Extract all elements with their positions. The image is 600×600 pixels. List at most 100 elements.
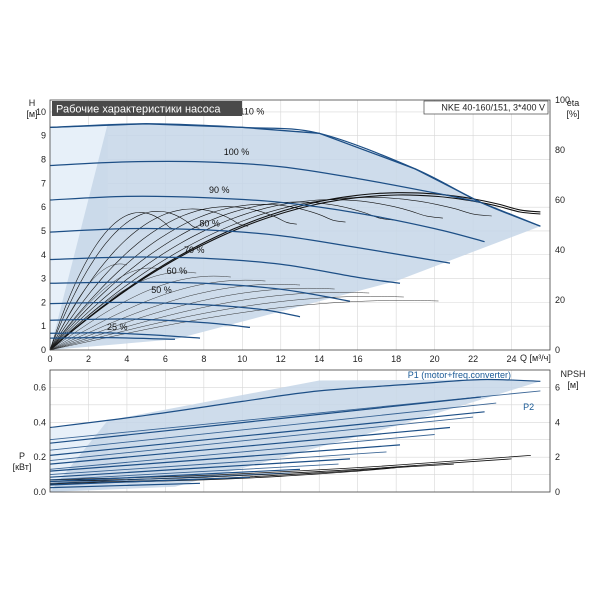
p1-curve — [49, 426, 451, 465]
npsh-tick-label: 6 — [555, 382, 560, 392]
p2-curve — [49, 402, 497, 451]
power-plot-frame — [49, 369, 551, 493]
flow-tick-labels: 0 2 4 6 8 10 12 14 16 18 20 22 24 — [47, 354, 516, 364]
head-tick-label: 9 — [41, 131, 46, 141]
p2-curve — [49, 451, 387, 476]
efficiency-tick-label: 60 — [555, 195, 565, 205]
power-tick-label: 0.4 — [33, 417, 46, 427]
flow-tick-label: 18 — [391, 354, 401, 364]
flow-tick-label: 14 — [314, 354, 324, 364]
power-series-labels: P1 (motor+freq.converter) P2 — [408, 370, 534, 412]
efficiency-tick-label: 100 — [555, 95, 570, 105]
speed-label: 60 % — [167, 266, 188, 276]
flow-tick-label: 0 — [47, 354, 52, 364]
efficiency-curves — [49, 192, 541, 351]
head-tick-label: 4 — [41, 250, 46, 260]
flow-tick-label: 8 — [201, 354, 206, 364]
power-tick-labels: 0.0 0.2 0.4 0.6 — [33, 382, 46, 497]
efficiency-tick-label: 80 — [555, 145, 565, 155]
head-curve — [49, 160, 481, 204]
efficiency-curve-partial — [49, 263, 127, 351]
head-curve — [49, 318, 251, 329]
flow-tick-label: 10 — [237, 354, 247, 364]
efficiency-curve — [49, 206, 297, 351]
efficiency-curve-partial — [49, 271, 197, 351]
model-box — [423, 100, 549, 115]
head-tick-labels: 0 1 2 3 4 5 6 7 8 9 10 — [36, 107, 46, 355]
efficiency-curve-partial — [49, 275, 231, 351]
flow-tick-label: 24 — [507, 354, 517, 364]
flow-tick-label: 6 — [163, 354, 168, 364]
head-tick-label: 7 — [41, 178, 46, 188]
npsh-tick-label: 2 — [555, 452, 560, 462]
head-curve — [49, 256, 401, 284]
speed-labels: 110 % 100 % 90 % 80 % 70 % 60 % 50 % 25 % — [107, 107, 264, 332]
head-tick-label: 5 — [41, 226, 46, 236]
p2-curve — [49, 390, 541, 441]
speed-label: 90 % — [209, 185, 230, 195]
npsh-curve — [49, 463, 454, 484]
efficiency-tick-label: 0 — [555, 345, 560, 355]
npsh-axis-unit: [м] — [567, 380, 578, 390]
efficiency-curve-partial — [49, 284, 301, 351]
power-axis-label: P — [19, 451, 25, 461]
head-curve — [49, 227, 451, 264]
head-tick-label: 2 — [41, 297, 46, 307]
p2-curve — [49, 463, 339, 481]
power-panel: 0.0 0.2 0.4 0.6 0 2 4 6 P1 (motor+freq.convert… — [13, 369, 586, 497]
speed-label: 25 % — [107, 322, 128, 332]
head-tick-label: 8 — [41, 155, 46, 165]
head-axis-label: H — [29, 98, 36, 108]
flow-tick-label: 16 — [353, 354, 363, 364]
head-curve — [49, 301, 301, 318]
speed-label: 50 % — [151, 285, 172, 295]
p1-curve — [49, 468, 301, 483]
power-curves — [49, 378, 541, 489]
efficiency-curve-partial — [49, 288, 335, 351]
efficiency-curve — [49, 199, 443, 351]
p1-curve — [49, 444, 401, 472]
p1-curve — [49, 458, 351, 478]
p2-curve — [49, 434, 435, 470]
head-plot-frame — [49, 99, 551, 351]
p1-curve — [49, 396, 481, 444]
head-tick-label: 0 — [41, 345, 46, 355]
p1-curve — [49, 378, 541, 429]
npsh-axis-label: NPSH — [560, 369, 585, 379]
efficiency-curve-partial — [49, 267, 162, 351]
pump-model-label: NKE 40-160/151, 3*400 V — [441, 103, 545, 113]
flow-tick-label: 20 — [430, 354, 440, 364]
speed-label: 100 % — [224, 147, 250, 157]
speed-label: 80 % — [199, 219, 220, 229]
efficiency-tick-labels: 0 20 40 60 80 100 — [555, 95, 570, 355]
efficiency-curve — [49, 201, 395, 351]
efficiency-curve — [49, 212, 176, 351]
efficiency-curve — [49, 194, 541, 351]
efficiency-tick-label: 40 — [555, 245, 565, 255]
speed-label: 110 % — [239, 107, 264, 117]
npsh-tick-labels: 0 2 4 6 — [555, 382, 560, 497]
power-tick-label: 0.0 — [33, 487, 46, 497]
npsh-tick-label: 4 — [555, 417, 560, 427]
speed-label: 70 % — [184, 245, 205, 255]
head-axis-unit: [м] — [26, 109, 37, 119]
head-tick-label: 3 — [41, 274, 46, 284]
efficiency-curve — [49, 203, 346, 351]
operating-region-shade — [50, 123, 541, 350]
head-curve — [49, 195, 485, 243]
flow-tick-label: 12 — [276, 354, 286, 364]
p2-curve — [49, 472, 291, 484]
flow-axis-label: Q [м³/ч] — [520, 353, 551, 363]
power-tick-label: 0.2 — [33, 452, 46, 462]
chart-title: Рабочие характеристики насоса — [56, 104, 221, 116]
head-curve — [49, 336, 176, 340]
head-tick-label: 6 — [41, 202, 46, 212]
p1-curve — [49, 482, 201, 489]
title-banner — [52, 101, 242, 116]
head-curve — [49, 332, 201, 339]
npsh-tick-label: 0 — [555, 487, 560, 497]
flow-tick-label: 2 — [86, 354, 91, 364]
power-series-label: P2 — [523, 402, 534, 412]
